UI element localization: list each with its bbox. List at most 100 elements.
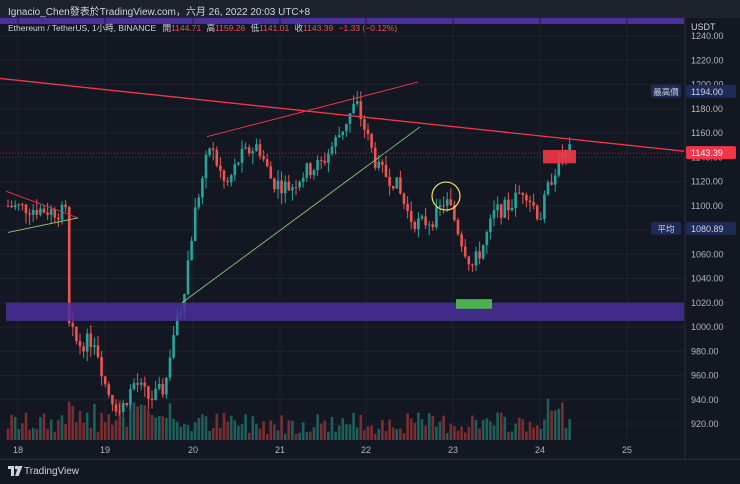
support-zone (6, 302, 684, 321)
time-axis[interactable]: 18 19 20 21 22 23 24 25 (13, 445, 632, 455)
candle-body (445, 199, 449, 206)
candle-body (305, 163, 309, 178)
candle-body (341, 131, 345, 136)
candle-body (276, 180, 280, 190)
time-tick-label: 21 (275, 445, 285, 455)
volume-bar (114, 420, 118, 440)
volume-bar (143, 405, 147, 440)
volume-bar (179, 426, 183, 440)
candle-body (265, 159, 269, 167)
volume-bar (391, 427, 395, 440)
highlight-circle (431, 181, 461, 211)
volume-bar (111, 424, 114, 440)
volume-bar (219, 427, 222, 440)
volume-bar (471, 415, 474, 440)
candle-body (237, 162, 240, 165)
candle-body (330, 146, 334, 154)
volume-bar (147, 410, 150, 440)
candle-body (546, 182, 550, 195)
volume-bar (503, 416, 507, 440)
candle-body (345, 123, 348, 132)
volume-bar (539, 428, 543, 440)
volume-bar (474, 420, 478, 440)
volume-bar (363, 430, 366, 440)
low-value: 1141.01 (259, 23, 289, 33)
candles (6, 91, 571, 417)
candle-body (17, 204, 21, 206)
candle-body (503, 199, 507, 218)
volume-bar (240, 424, 244, 440)
volume-bar (373, 433, 377, 440)
volume-bar (190, 431, 193, 440)
open-label: 開 (163, 23, 172, 33)
price-chart[interactable]: Ethereum / TetherUS, 1小時, BINANCE 開1144.… (0, 0, 740, 459)
candle-body (154, 388, 157, 400)
candle-body (323, 160, 327, 163)
candle-body (39, 208, 42, 215)
candle-body (489, 218, 492, 233)
time-tick-label: 19 (100, 445, 110, 455)
candle-body (485, 232, 489, 246)
price-axis[interactable]: USDT 920.00 940.00 960.00 980.00 1000.00 1020… (691, 22, 724, 429)
candle-body (517, 192, 521, 194)
high-label: 高 (207, 23, 216, 33)
volume-bar (420, 419, 424, 440)
candle-body (543, 194, 546, 219)
volume-bar (489, 421, 492, 440)
volume-bar (67, 401, 71, 440)
volume-bar (251, 416, 255, 440)
candle-body (481, 245, 485, 259)
volume-bar (406, 413, 409, 440)
volume-bar (463, 432, 467, 440)
volume-bar (265, 433, 269, 440)
candle-body (298, 181, 301, 188)
volume-bar (384, 431, 388, 440)
price-tick-label: 1200.00 (691, 80, 724, 90)
price-tags: 最高價 1194.00 1143.39 平均 1080.89 (651, 84, 736, 235)
volume-bar (492, 425, 496, 440)
volume-bar (24, 412, 28, 440)
candle-body (35, 209, 39, 215)
price-tick-label: 940.00 (691, 395, 719, 405)
volume-bar (150, 414, 154, 440)
volume-bar (229, 415, 233, 440)
volume-bar (442, 415, 445, 440)
candle-body (186, 260, 190, 295)
descending-trendline (0, 77, 685, 152)
candle-body (381, 161, 384, 165)
candle-body (125, 403, 129, 406)
candle-body (269, 166, 273, 179)
candle-body (435, 207, 438, 228)
price-tick-label: 1060.00 (691, 249, 724, 259)
volume-bar (543, 419, 546, 440)
volume-bar (435, 426, 438, 440)
volume-bar (233, 420, 237, 440)
candle-body (366, 129, 370, 135)
volume-bar (57, 419, 60, 440)
volume-bar (341, 418, 345, 440)
candle-body (82, 346, 85, 352)
volume-bar (201, 414, 204, 440)
candle-body (78, 341, 82, 347)
volume-bar (424, 425, 427, 440)
price-tick-label: 1160.00 (691, 128, 723, 138)
time-tick-label: 23 (448, 445, 458, 455)
tradingview-logo-icon (8, 465, 23, 476)
sell-zone-marker (543, 149, 576, 164)
volume-bar (550, 410, 553, 440)
candle-body (294, 187, 298, 189)
candle-body (93, 345, 96, 347)
volume-bar (316, 414, 319, 440)
bottom-bar: TradingView (0, 459, 740, 484)
candle-body (312, 170, 316, 176)
volume-bar (107, 414, 111, 440)
volume-bar (366, 426, 370, 440)
candle-body (391, 185, 395, 189)
candle-body (42, 208, 46, 213)
volume-bar (258, 428, 262, 440)
candle-body (553, 175, 557, 185)
candle-body (424, 216, 427, 226)
volume-bar (345, 424, 348, 440)
candle-body (114, 404, 118, 412)
candle-body (456, 220, 460, 235)
